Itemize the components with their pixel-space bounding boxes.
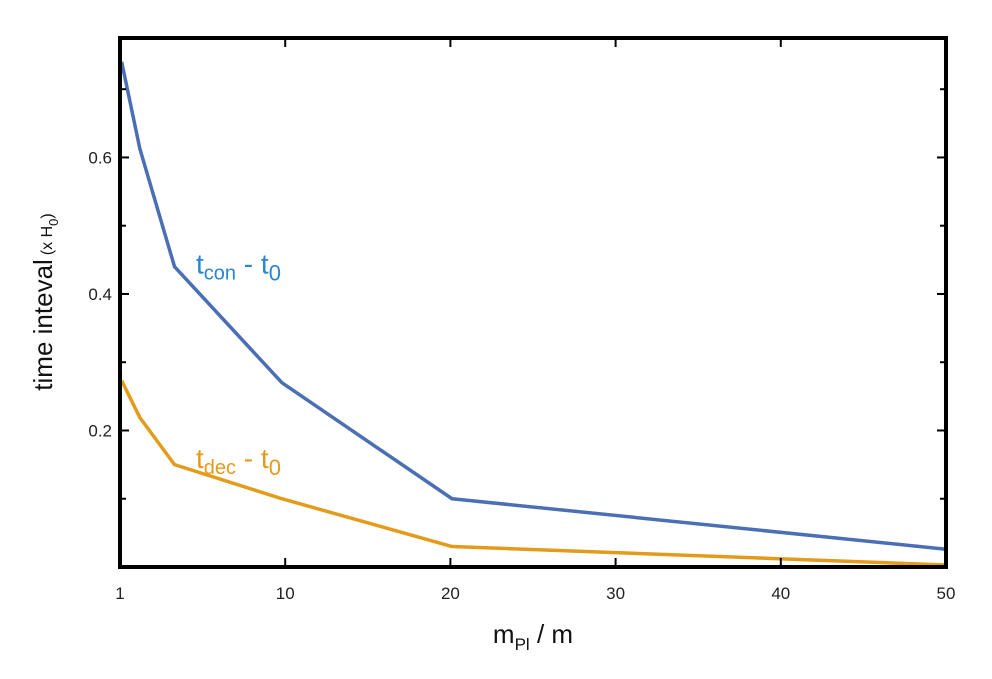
x-axis-label: mPl / m [493, 619, 573, 654]
plot-frame [118, 36, 948, 569]
x-tick-label-1: 10 [276, 584, 295, 603]
series-label-0: tcon - t0 [196, 248, 281, 285]
y-axis-label: time inteval(x H0) [28, 213, 61, 390]
series-line-0 [119, 61, 947, 551]
x-tick-label-2: 20 [441, 584, 460, 603]
y-tick-label-1: 0.4 [88, 285, 112, 304]
x-tick-label-3: 30 [606, 584, 625, 603]
x-tick-label-4: 40 [771, 584, 790, 603]
x-tick-label-0: 1 [115, 584, 124, 603]
series-label-1: tdec - t0 [196, 443, 281, 480]
x-tick-label-5: 50 [937, 584, 956, 603]
series-line-1 [120, 379, 947, 567]
y-tick-label-2: 0.6 [88, 148, 112, 167]
y-tick-label-0: 0.2 [88, 421, 112, 440]
